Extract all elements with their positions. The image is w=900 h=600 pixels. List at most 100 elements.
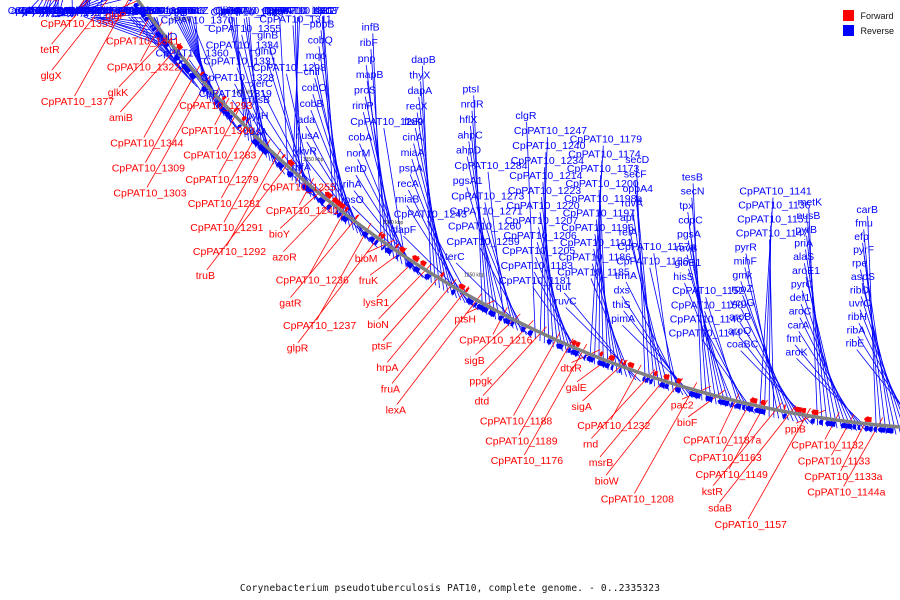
reverse-gene-label[interactable]: ribD [850, 284, 870, 296]
forward-gene-label[interactable]: dtd [475, 396, 490, 408]
forward-gene-label[interactable]: sigA [571, 401, 591, 413]
reverse-gene-label[interactable]: CpPAT10_1185 [557, 266, 630, 278]
reverse-gene-label[interactable]: mraY [181, 5, 206, 17]
reverse-gene-label[interactable]: CpPAT10_1207 [505, 215, 578, 227]
reverse-gene-label[interactable]: rnc [91, 5, 106, 17]
reverse-gene-label[interactable]: rihA [343, 179, 362, 191]
reverse-gene-label[interactable]: rnhB [131, 5, 153, 17]
forward-gene-label[interactable]: bioW [595, 475, 619, 487]
forward-gene-label[interactable]: CpPAT10_1187a [683, 435, 761, 447]
reverse-gene-label[interactable]: CpPAT10_1361 [97, 5, 170, 17]
reverse-gene-label[interactable]: cobO [302, 82, 327, 94]
forward-gene-label[interactable]: galE [566, 382, 587, 394]
reverse-gene-label[interactable]: CpPAT10_1348 [25, 5, 98, 17]
forward-gene-label[interactable]: CpPAT10_1293 [179, 100, 252, 112]
reverse-gene-label[interactable]: CpPAT10_1382 [115, 5, 188, 17]
reverse-gene-label[interactable]: rbfA [292, 162, 311, 174]
reverse-gene-label[interactable]: fmt [787, 333, 802, 345]
reverse-gene-label[interactable]: lepB [134, 5, 155, 17]
reverse-gene-label[interactable]: aspS [851, 271, 875, 283]
reverse-gene-label[interactable]: pyrC [791, 279, 814, 291]
reverse-gene-label[interactable]: CpPAT10_1319 [199, 88, 272, 100]
reverse-gene-label[interactable]: CpPAT10_1355 [208, 23, 281, 35]
reverse-gene-label[interactable]: murE [60, 5, 85, 17]
reverse-gene-label[interactable]: mutM1 [82, 5, 114, 17]
reverse-gene-label[interactable]: qcrC [21, 5, 44, 17]
reverse-gene-label[interactable]: CpPAT10_1147 [736, 228, 809, 240]
reverse-gene-label[interactable]: CpPAT10_1334 [206, 39, 279, 51]
reverse-gene-label[interactable]: CpPAT10_1141 [739, 186, 812, 198]
reverse-gene-label[interactable]: CpPAT10_1284 [454, 160, 527, 172]
reverse-gene-label[interactable]: ycgG [730, 297, 755, 309]
reverse-gene-label[interactable]: impA [225, 5, 249, 17]
reverse-gene-label[interactable]: CpPAT10_1151 [737, 214, 810, 226]
forward-gene-label[interactable]: CpPAT10_1236 [276, 275, 349, 287]
reverse-gene-label[interactable]: gdh [94, 5, 112, 17]
forward-gene-label[interactable]: CpPAT10_1132 [791, 439, 864, 451]
reverse-gene-label[interactable]: recX [406, 101, 428, 113]
reverse-gene-label[interactable]: efp [854, 231, 869, 243]
forward-gene-label[interactable]: glkK [108, 87, 128, 99]
reverse-gene-label[interactable]: CpPAT10_1368 [215, 5, 288, 17]
reverse-gene-label[interactable]: CpPAT10_1183 [501, 260, 574, 272]
reverse-gene-label[interactable]: frr [123, 5, 133, 17]
reverse-gene-label[interactable]: CpPAT10_1259 [447, 236, 520, 248]
reverse-gene-label[interactable]: CpPAT10_1197 [563, 208, 636, 220]
reverse-gene-label[interactable]: ffh [76, 5, 88, 17]
reverse-gene-label[interactable]: qcrB [73, 5, 95, 17]
reverse-gene-label[interactable]: ribF [360, 37, 378, 49]
forward-gene-label[interactable]: CpPAT10_1157 [715, 519, 788, 531]
reverse-gene-label[interactable]: dapB [411, 54, 436, 66]
reverse-gene-label[interactable]: ribE [846, 338, 865, 350]
reverse-gene-label[interactable]: CpPAT10_1416 [14, 5, 87, 17]
reverse-gene-label[interactable]: lgt [100, 5, 111, 17]
reverse-gene-label[interactable]: ptsI [463, 83, 480, 95]
reverse-gene-label[interactable]: hisB [103, 5, 123, 17]
reverse-gene-label[interactable]: hisA [223, 5, 243, 17]
reverse-gene-label[interactable]: murC [179, 5, 205, 17]
reverse-gene-label[interactable]: trmA [615, 270, 637, 282]
reverse-gene-label[interactable]: ykvR [294, 146, 318, 158]
forward-gene-label[interactable]: CpPAT10_1281 [188, 198, 261, 210]
forward-gene-label[interactable]: glgP [105, 10, 126, 22]
reverse-gene-label[interactable]: dxr [314, 5, 329, 17]
reverse-gene-label[interactable]: CpPAT10_1312 [262, 5, 335, 17]
forward-gene-label[interactable]: CpPAT10_1176 [491, 455, 564, 467]
reverse-gene-label[interactable]: rpsP [128, 5, 150, 17]
forward-gene-label[interactable]: lysR1 [363, 297, 389, 309]
reverse-gene-label[interactable]: metF [76, 5, 100, 17]
forward-gene-label[interactable]: ppiB [785, 423, 806, 435]
forward-gene-label[interactable]: rnd [583, 439, 598, 451]
reverse-gene-label[interactable]: infB [362, 21, 380, 33]
reverse-gene-label[interactable]: CpPAT10_1220 [506, 200, 579, 212]
reverse-gene-label[interactable]: CpPAT10_1317 [266, 5, 339, 17]
reverse-gene-label[interactable]: rplS [137, 5, 156, 17]
forward-gene-label[interactable]: sigB [464, 355, 484, 367]
reverse-gene-label[interactable]: uvrC [849, 298, 872, 310]
reverse-gene-label[interactable]: apt [620, 212, 635, 224]
forward-gene-label[interactable]: glpR [287, 343, 309, 355]
reverse-gene-label[interactable]: CpPAT10_1298 [253, 62, 326, 74]
forward-gene-label[interactable]: glgX [41, 70, 62, 82]
reverse-gene-label[interactable]: ag84 [176, 5, 200, 17]
reverse-gene-label[interactable]: coaBC [727, 339, 759, 351]
reverse-gene-label[interactable]: trpC2 [106, 5, 132, 17]
reverse-gene-label[interactable]: CpPAT10_1313 [264, 5, 337, 17]
reverse-gene-label[interactable]: alaS [793, 251, 814, 263]
reverse-gene-label[interactable]: pnp [358, 53, 376, 65]
reverse-gene-label[interactable]: hisH [218, 5, 239, 17]
forward-gene-label[interactable]: fruK [359, 275, 378, 287]
forward-gene-label[interactable]: truB [196, 270, 215, 282]
reverse-gene-label[interactable]: CpPAT10_1402 [66, 5, 139, 17]
forward-gene-label[interactable]: bioN [367, 319, 389, 331]
reverse-gene-label[interactable]: metK [798, 196, 823, 208]
reverse-gene-label[interactable]: pyrB [795, 224, 817, 236]
reverse-gene-label[interactable]: CpPAT10_1196 [561, 222, 634, 234]
reverse-gene-label[interactable]: dapF [392, 224, 416, 236]
forward-gene-label[interactable]: CpPAT10_1241 [266, 205, 339, 217]
reverse-gene-label[interactable]: clgR [515, 110, 536, 122]
forward-gene-label[interactable]: ptsH [454, 314, 476, 326]
forward-gene-label[interactable]: CpPAT10_1216 [459, 334, 532, 346]
forward-gene-label[interactable]: ppgk [469, 375, 493, 387]
reverse-gene-label[interactable]: CpPAT10_1156 [616, 256, 689, 268]
